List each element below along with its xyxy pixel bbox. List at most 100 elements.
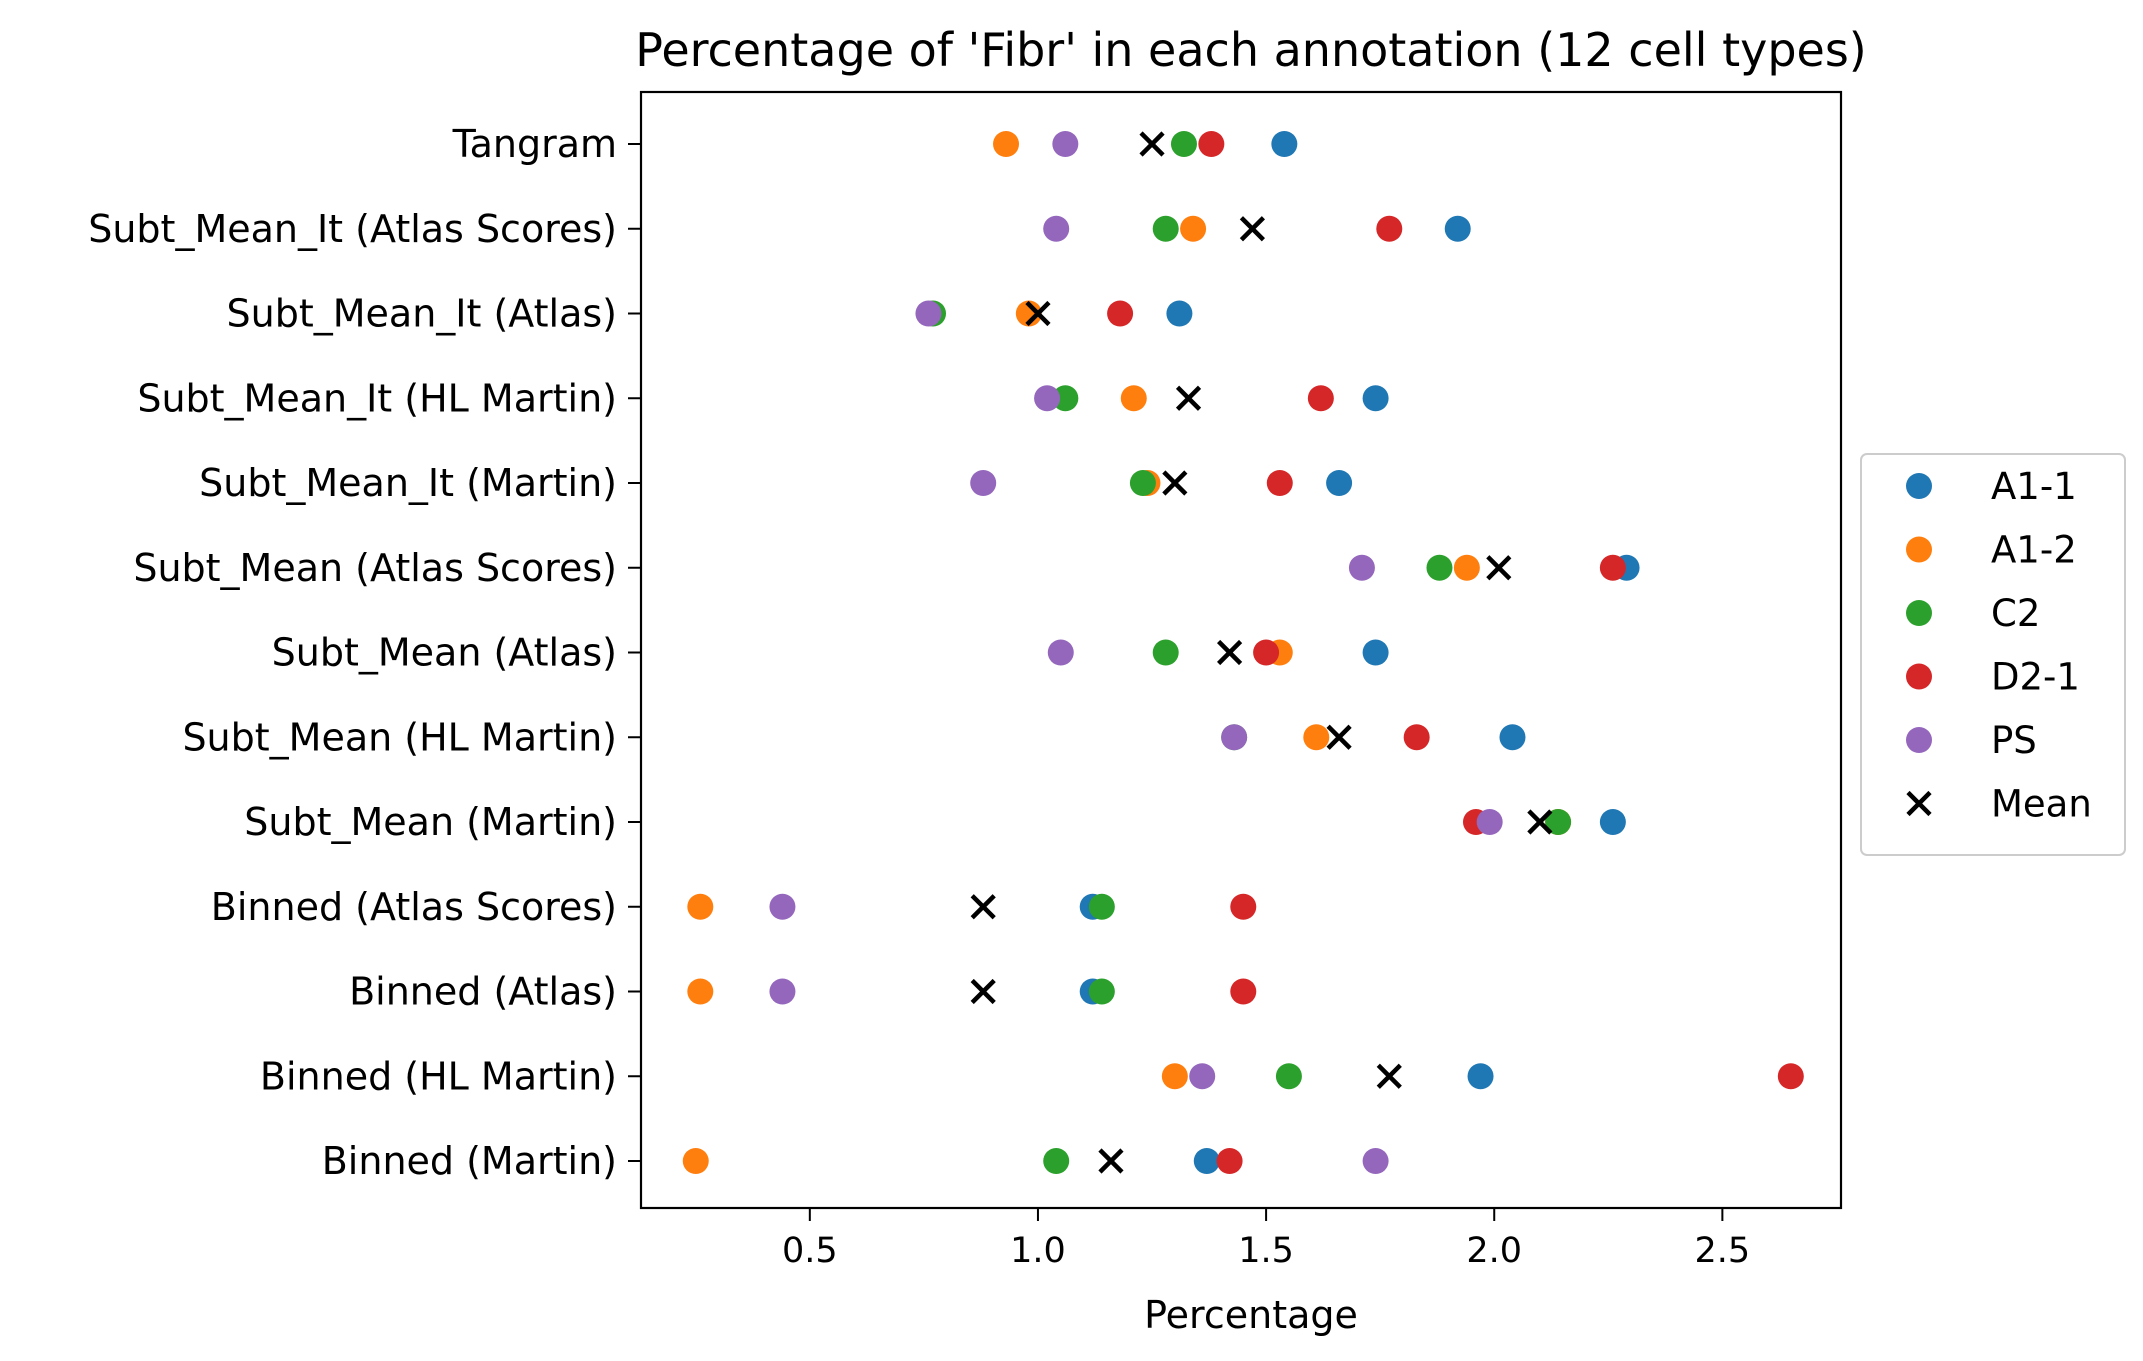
legend-label: Mean — [1991, 783, 2092, 826]
x-tick-label: 2.5 — [1695, 1231, 1751, 1271]
y-tick-label: Binned (Martin) — [322, 1139, 617, 1183]
point-d2-1 — [1376, 215, 1403, 242]
point-mean — [970, 978, 996, 1005]
y-tick-label: Subt_Mean (Atlas Scores) — [133, 546, 617, 590]
point-mean — [1025, 300, 1051, 327]
legend-marker — [1906, 536, 1932, 563]
point-mean — [1098, 1148, 1124, 1174]
point-a1-2 — [1120, 385, 1147, 412]
point-ps — [1034, 385, 1061, 412]
point-mean — [1376, 1063, 1402, 1089]
point-d2-1 — [1230, 893, 1257, 920]
point-a1-2 — [1161, 1063, 1188, 1090]
y-tick-label: Subt_Mean (HL Martin) — [182, 715, 617, 759]
point-ps — [1362, 1148, 1389, 1174]
point-a1-2 — [682, 1148, 709, 1174]
chart-title: Percentage of 'Fibr' in each annotation … — [635, 23, 1867, 77]
point-c2 — [1275, 1063, 1302, 1090]
point-d2-1 — [1253, 639, 1280, 666]
point-a1-2 — [1180, 215, 1207, 242]
point-c2 — [1088, 893, 1115, 920]
y-tick-label: Subt_Mean_It (HL Martin) — [137, 376, 617, 420]
point-ps — [1476, 809, 1503, 835]
x-tick-label: 2.0 — [1466, 1231, 1522, 1271]
y-tick-label: Binned (Atlas) — [349, 970, 617, 1014]
point-a1-1 — [1362, 639, 1389, 666]
point-c2 — [1088, 978, 1115, 1005]
point-ps — [1189, 1063, 1216, 1090]
point-ps — [1221, 724, 1248, 751]
point-mean — [1527, 809, 1553, 835]
point-a1-1 — [1444, 215, 1471, 242]
x-axis-label: Percentage — [1144, 1293, 1358, 1337]
y-tick-label: Subt_Mean_It (Atlas) — [227, 292, 617, 336]
y-tick-label: Subt_Mean (Atlas) — [272, 631, 617, 675]
point-a1-1 — [1467, 1063, 1494, 1090]
point-a1-2 — [1015, 300, 1042, 327]
legend-label: D2-1 — [1991, 656, 2080, 699]
legend: A1-1 A1-2 C2 D2-1 PS Mean — [1860, 453, 2126, 856]
point-d2-1 — [1599, 554, 1626, 581]
point-d2-1 — [1266, 470, 1293, 496]
point-d2-1 — [1216, 1148, 1243, 1174]
point-d2-1 — [1403, 724, 1430, 751]
point-mean — [1486, 555, 1512, 581]
point-c2 — [1152, 215, 1179, 242]
y-tick-label: Subt_Mean (Martin) — [244, 800, 617, 844]
point-mean — [1139, 131, 1165, 157]
point-d2-1 — [1307, 385, 1334, 412]
point-a1-2 — [993, 131, 1020, 157]
legend-label: PS — [1991, 719, 2037, 762]
point-a1-1 — [1326, 470, 1353, 496]
y-tick-label: Subt_Mean_It (Atlas Scores) — [88, 207, 617, 251]
legend-marker — [1906, 790, 1932, 817]
y-tick-label: Tangram — [452, 122, 617, 166]
point-a1-1 — [1499, 724, 1526, 751]
point-a1-2 — [687, 893, 714, 920]
legend-marker — [1906, 473, 1932, 499]
point-ps — [970, 470, 997, 496]
point-ps — [769, 893, 796, 920]
point-mean — [1326, 724, 1352, 750]
point-c2 — [1043, 1148, 1070, 1174]
point-a1-1 — [1271, 131, 1298, 157]
point-a1-1 — [1166, 300, 1193, 327]
point-c2 — [1129, 470, 1156, 496]
point-d2-1 — [1198, 131, 1225, 157]
axes-frame — [639, 90, 1843, 1210]
y-tick-label: Binned (Atlas Scores) — [211, 885, 617, 929]
point-ps — [915, 300, 942, 327]
point-d2-1 — [1777, 1063, 1804, 1090]
point-mean — [1217, 639, 1243, 666]
point-a1-1 — [1193, 1148, 1220, 1174]
point-c2 — [1426, 554, 1453, 581]
point-mean — [970, 894, 996, 920]
point-c2 — [1152, 639, 1179, 666]
x-tick-label: 0.5 — [782, 1231, 838, 1271]
legend-label: A1-2 — [1991, 529, 2077, 572]
point-ps — [1348, 554, 1375, 581]
point-a1-2 — [687, 978, 714, 1005]
point-ps — [769, 978, 796, 1005]
point-mean — [1239, 216, 1265, 242]
legend-label: A1-1 — [1991, 465, 2077, 508]
legend-marker — [1906, 663, 1932, 690]
x-tick-label: 1.5 — [1238, 1231, 1294, 1271]
point-ps — [1052, 131, 1079, 157]
point-mean — [1162, 470, 1188, 496]
point-c2 — [1052, 385, 1079, 412]
point-a1-2 — [1453, 554, 1480, 581]
plot-area: 0.5 1.0 1.5 2.0 2.5 Tangram Subt_Mean_It (Atla… — [88, 90, 1843, 1271]
point-c2 — [1170, 131, 1197, 157]
y-tick-label: Binned (HL Martin) — [260, 1054, 617, 1098]
point-d2-1 — [1107, 300, 1134, 327]
point-ps — [1047, 639, 1074, 666]
legend-label: C2 — [1991, 592, 2040, 635]
point-a1-1 — [1362, 385, 1389, 412]
point-ps — [1043, 215, 1070, 242]
y-tick-label: Subt_Mean_It (Martin) — [199, 461, 617, 505]
point-a1-2 — [1303, 724, 1330, 751]
x-tick-label: 1.0 — [1010, 1231, 1066, 1271]
legend-marker — [1906, 727, 1932, 753]
